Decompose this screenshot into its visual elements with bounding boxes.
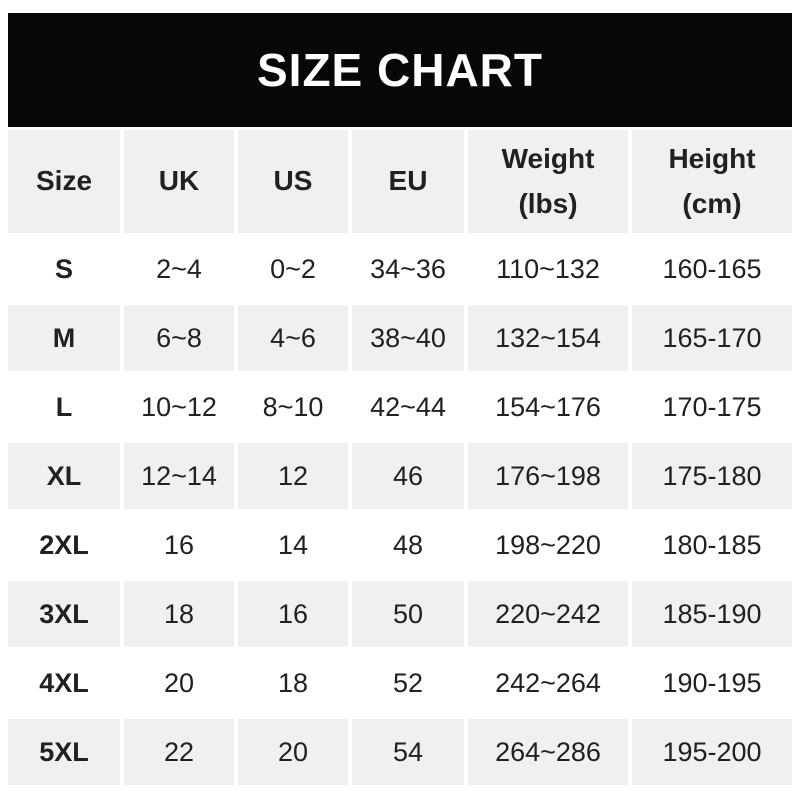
table-cell: 190-195 [662, 667, 762, 698]
table-cell: 110~132 [496, 253, 600, 284]
row-label-cell: L [55, 391, 73, 422]
table-cell: 54 [352, 719, 464, 785]
table-cell: 242~264 [495, 667, 601, 698]
row-label-cell: 5XL [8, 719, 120, 785]
column-header-height: Height (cm) [632, 130, 792, 233]
size-chart-banner: SIZE CHART [8, 13, 792, 127]
table-cell: 4~6 [238, 305, 348, 371]
table-cell: 2~4 [156, 253, 202, 284]
table-cell: 38~40 [352, 305, 464, 371]
table-cell: 170-175 [662, 391, 762, 422]
table-cell: 160-165 [662, 253, 762, 284]
table-cell: 10~12 [141, 391, 217, 422]
row-label-cell: 4XL [39, 667, 89, 698]
table-cell: 185-190 [632, 581, 792, 647]
column-header-size: Size [8, 130, 120, 233]
table-cell: 16 [163, 529, 195, 560]
table-cell: 12 [238, 443, 348, 509]
table-cell: 180-185 [662, 529, 762, 560]
table-cell: 20 [238, 719, 348, 785]
table-cell: 220~242 [468, 581, 628, 647]
table-cell: 132~154 [468, 305, 628, 371]
table-cell: 195-200 [632, 719, 792, 785]
table-cell: 34~36 [370, 253, 446, 284]
table-cell: 42~44 [370, 391, 446, 422]
row-label-cell: 2XL [39, 529, 89, 560]
table-cell: 48 [392, 529, 424, 560]
column-header-eu: EU [352, 130, 464, 233]
size-chart-title: SIZE CHART [257, 44, 543, 96]
table-cell: 18 [124, 581, 234, 647]
column-header-uk: UK [124, 130, 234, 233]
table-cell: 198~220 [495, 529, 601, 560]
table-cell: 176~198 [468, 443, 628, 509]
size-table: Size UK US EU Weight (lbs) Height (cm) S… [8, 130, 792, 785]
table-cell: 154~176 [495, 391, 601, 422]
table-cell: 6~8 [124, 305, 234, 371]
table-cell: 0~2 [270, 253, 316, 284]
size-chart-page: SIZE CHART Size UK US EU Weight (lbs) He… [0, 13, 800, 800]
table-cell: 8~10 [262, 391, 324, 422]
column-header-weight: Weight (lbs) [468, 130, 628, 233]
row-label-cell: S [54, 253, 73, 284]
row-label-cell: 3XL [8, 581, 120, 647]
table-cell: 50 [352, 581, 464, 647]
table-cell: 46 [352, 443, 464, 509]
table-cell: 18 [277, 667, 309, 698]
table-cell: 16 [238, 581, 348, 647]
table-cell: 264~286 [468, 719, 628, 785]
table-cell: 52 [392, 667, 424, 698]
table-cell: 175-180 [632, 443, 792, 509]
column-header-us: US [238, 130, 348, 233]
row-label-cell: M [8, 305, 120, 371]
table-cell: 14 [277, 529, 309, 560]
table-cell: 12~14 [124, 443, 234, 509]
table-cell: 165-170 [632, 305, 792, 371]
table-cell: 22 [124, 719, 234, 785]
row-label-cell: XL [8, 443, 120, 509]
table-cell: 20 [163, 667, 195, 698]
